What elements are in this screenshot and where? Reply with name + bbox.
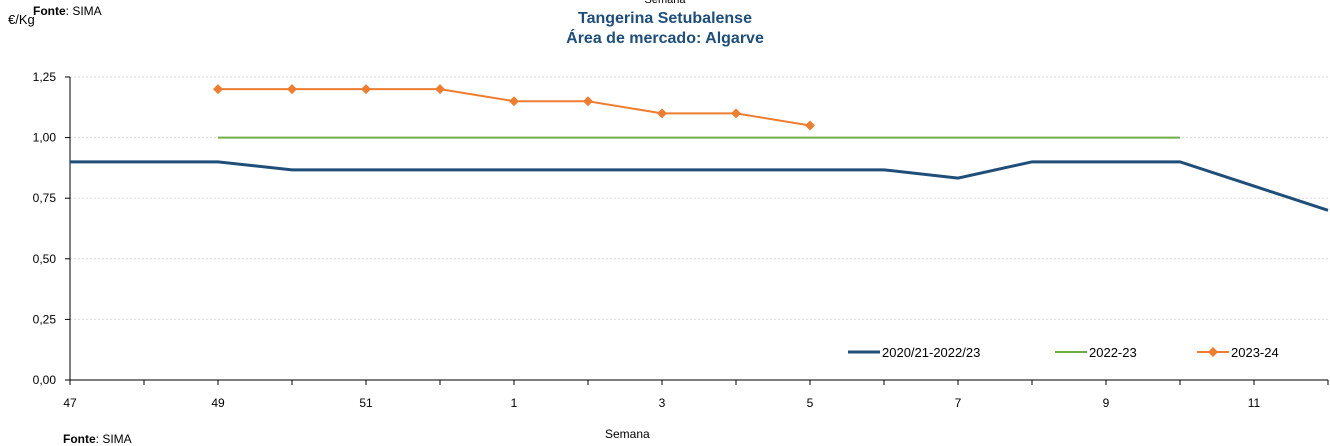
x-tick-label: 1	[511, 396, 518, 410]
tick-labels: 0,00 0,25 0,50 0,75 1,00 1,25 47 49 51 1 3 5 7 9 11	[33, 70, 1261, 410]
data-point-marker	[287, 84, 297, 95]
data-point-marker	[435, 84, 445, 95]
series-line	[70, 160, 1329, 212]
legend-label: 2020/21-2022/23	[882, 345, 980, 360]
data-point-marker	[657, 108, 667, 119]
data-point-marker	[805, 120, 815, 131]
y-tick-label: 0,50	[33, 252, 57, 266]
x-tick-label: 11	[1248, 396, 1261, 410]
y-tick-label: 0,75	[33, 191, 57, 205]
legend-label: 2023-24	[1231, 345, 1279, 360]
x-tick-label: 5	[807, 396, 814, 410]
data-point-marker	[731, 108, 741, 119]
legend-marker	[1208, 347, 1218, 357]
data-point-marker	[361, 84, 371, 95]
x-tick-label: 51	[359, 396, 373, 410]
y-tick-label: 0,00	[33, 373, 57, 387]
legend-label: 2022-23	[1089, 345, 1137, 360]
source-note-bottom: Fonte: SIMA	[63, 432, 132, 446]
chart-subtitle: Área de mercado: Algarve	[566, 30, 764, 47]
data-point-marker	[583, 96, 593, 107]
y-tick-label: 1,25	[33, 70, 57, 84]
x-tick-label: 3	[659, 396, 666, 410]
x-tick-label: 49	[211, 396, 225, 410]
x-tick-label: 9	[1103, 396, 1110, 410]
data-point-marker	[213, 84, 223, 95]
x-tick-label: 7	[955, 396, 962, 410]
chart-title: Tangerina Setubalense	[578, 10, 752, 27]
y-tick-label: 1,00	[33, 131, 57, 145]
source-note-top: Fonte: SIMA	[33, 4, 102, 18]
x-axis-label: Semana	[605, 427, 650, 441]
axes	[65, 76, 1329, 385]
x-axis-label-top: Semana	[644, 0, 686, 6]
x-tick-label: 47	[63, 396, 77, 410]
data-point-marker	[509, 96, 519, 107]
series-group	[70, 84, 1329, 212]
y-axis-label: €/Kg	[8, 12, 35, 27]
series-line	[218, 88, 811, 127]
y-tick-label: 0,25	[33, 312, 57, 326]
legend: 2020/21-2022/23 2022-23 2023-24	[848, 345, 1279, 360]
